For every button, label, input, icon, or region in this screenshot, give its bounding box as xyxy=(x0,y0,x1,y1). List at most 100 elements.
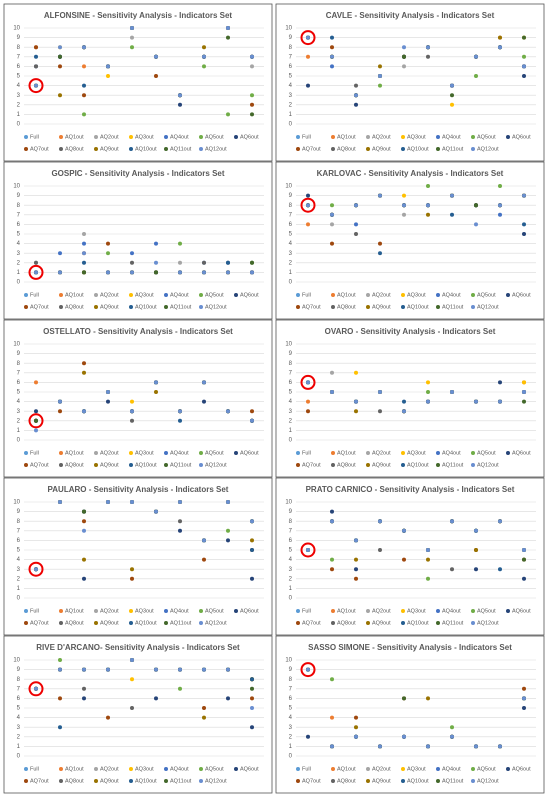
point xyxy=(82,667,86,672)
legend-marker xyxy=(129,135,133,139)
legend-marker xyxy=(199,305,203,309)
legend-marker xyxy=(234,767,238,771)
point xyxy=(378,251,382,256)
legend-label: AQ1out xyxy=(65,450,84,456)
legend-marker xyxy=(366,451,370,455)
legend-label: AQ11out xyxy=(442,620,464,626)
y-tick-label: 9 xyxy=(289,35,293,41)
legend-label: AQ4out xyxy=(170,608,189,614)
y-tick-label: 4 xyxy=(17,399,21,405)
point xyxy=(450,390,454,394)
point xyxy=(402,212,406,217)
legend-marker xyxy=(234,609,238,613)
legend-marker xyxy=(506,451,510,455)
legend-marker xyxy=(506,767,510,771)
y-tick-label: 0 xyxy=(289,122,293,128)
legend-label: AQ6out xyxy=(512,766,531,772)
legend-marker xyxy=(24,293,28,297)
legend-label: AQ11out xyxy=(170,620,192,626)
legend-label: AQ1out xyxy=(65,766,84,772)
y-tick-label: 4 xyxy=(289,83,293,89)
legend-label: AQ8out xyxy=(65,462,84,468)
legend-marker xyxy=(199,621,203,625)
legend-label: AQ1out xyxy=(337,292,356,298)
point xyxy=(378,390,382,394)
legend-marker xyxy=(436,621,440,625)
point xyxy=(82,696,86,701)
legend-marker xyxy=(199,147,203,151)
chart-panel: ALFONSINE - Sensitivity Analysis - Indic… xyxy=(3,3,273,162)
highlight-circle xyxy=(300,662,316,678)
legend-label: AQ12out xyxy=(205,146,227,152)
legend-marker xyxy=(401,451,405,455)
legend-marker xyxy=(164,767,168,771)
point xyxy=(202,260,206,265)
point xyxy=(250,696,254,701)
point xyxy=(498,567,502,572)
y-tick-label: 5 xyxy=(17,390,21,396)
point xyxy=(450,734,454,739)
point xyxy=(426,744,430,749)
point xyxy=(426,203,430,208)
y-tick-label: 7 xyxy=(289,54,293,60)
point xyxy=(330,203,334,208)
y-tick-label: 10 xyxy=(13,342,20,348)
point xyxy=(378,83,382,88)
point xyxy=(82,45,86,50)
legend-marker xyxy=(24,621,28,625)
y-tick-label: 5 xyxy=(289,390,293,396)
y-tick-label: 8 xyxy=(289,677,293,683)
y-tick-label: 0 xyxy=(17,754,21,760)
y-tick-label: 1 xyxy=(17,112,21,118)
legend-marker xyxy=(59,451,63,455)
legend-label: AQ3out xyxy=(407,608,426,614)
legend-marker xyxy=(366,305,370,309)
point xyxy=(82,232,86,236)
point xyxy=(82,509,86,514)
point xyxy=(82,251,86,256)
legend-label: AQ10out xyxy=(135,146,157,152)
legend-label: AQ9out xyxy=(372,304,391,310)
point xyxy=(106,64,110,69)
y-tick-label: 9 xyxy=(17,35,21,41)
highlight-circle xyxy=(300,197,316,213)
point xyxy=(82,557,86,562)
point xyxy=(226,26,230,30)
point xyxy=(354,409,358,414)
legend-marker xyxy=(296,779,300,783)
legend-label: AQ10out xyxy=(135,778,157,784)
point xyxy=(378,744,382,749)
y-tick-label: 8 xyxy=(17,519,21,525)
chart-panel: GOSPIC - Sensitivity Analysis - Indicato… xyxy=(3,161,273,320)
legend-label: AQ7out xyxy=(30,462,49,468)
point xyxy=(522,54,526,59)
highlight-circle xyxy=(28,413,44,429)
point xyxy=(58,54,62,59)
point xyxy=(178,667,182,672)
point xyxy=(226,35,230,40)
legend-marker xyxy=(436,779,440,783)
legend-marker xyxy=(296,767,300,771)
point xyxy=(82,370,86,375)
y-tick-label: 4 xyxy=(289,399,293,405)
point xyxy=(34,567,38,572)
y-tick-label: 2 xyxy=(17,734,21,740)
legend-marker xyxy=(471,779,475,783)
legend-label: AQ1out xyxy=(65,292,84,298)
legend-label: AQ7out xyxy=(302,304,321,310)
chart-panel: KARLOVAC - Sensitivity Analysis - Indica… xyxy=(275,161,545,320)
point xyxy=(354,734,358,739)
legend-marker xyxy=(164,293,168,297)
y-tick-label: 9 xyxy=(289,667,293,673)
point xyxy=(522,548,526,552)
point xyxy=(498,212,502,217)
point xyxy=(34,686,38,691)
legend-marker xyxy=(164,621,168,625)
legend-marker xyxy=(59,463,63,467)
legend-label: AQ1out xyxy=(337,450,356,456)
point xyxy=(250,418,254,423)
point xyxy=(402,193,406,198)
point xyxy=(354,538,358,543)
point xyxy=(226,260,230,265)
y-tick-label: 0 xyxy=(289,596,293,602)
